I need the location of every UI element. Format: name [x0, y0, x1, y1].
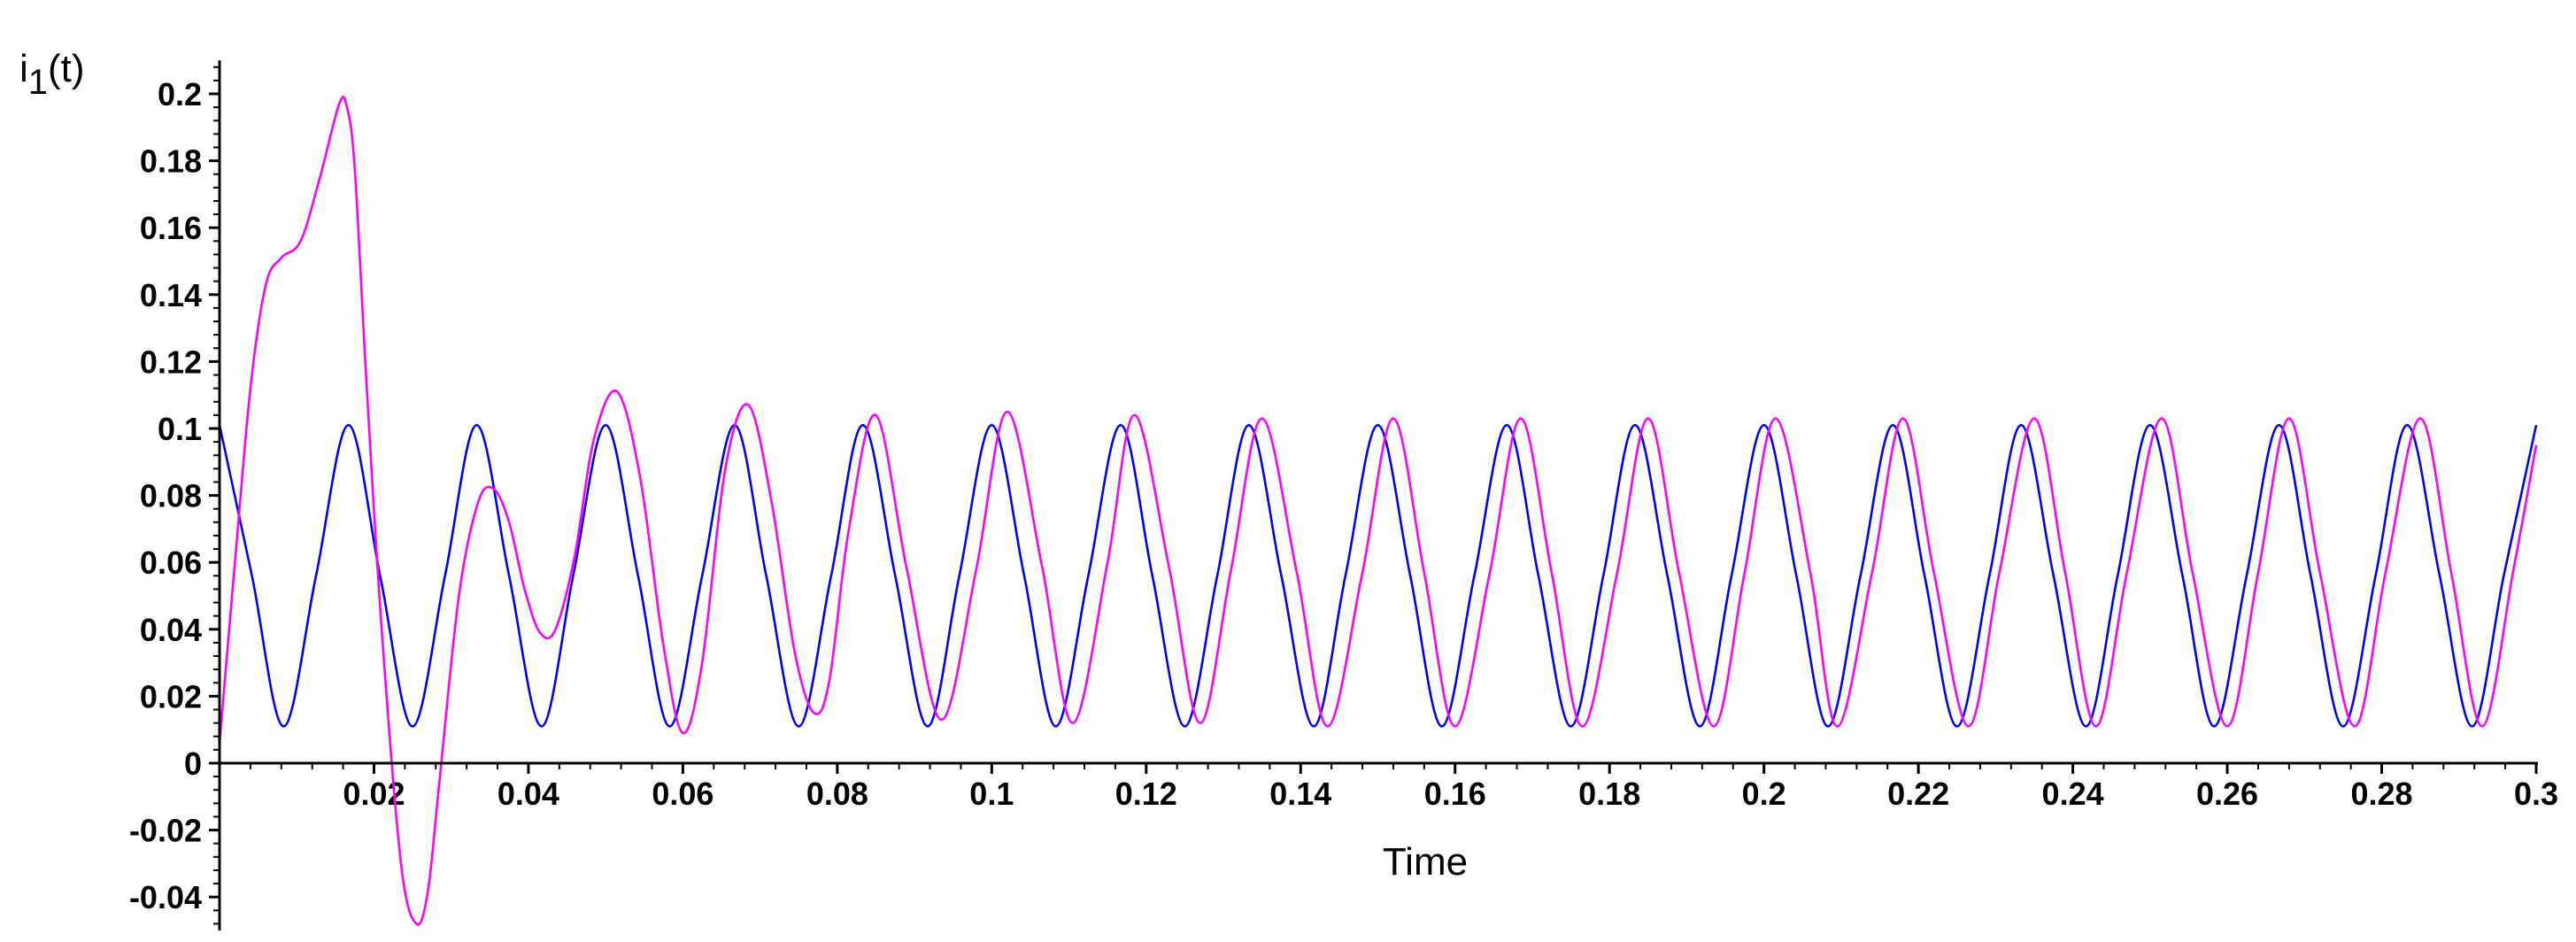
x-tick-label: 0.22 — [1887, 776, 1949, 812]
y-axis-title-main: i — [19, 47, 28, 90]
major-ticks — [209, 92, 2538, 899]
y-tick-label: 0.1 — [158, 411, 202, 447]
series-line-blue — [218, 423, 2538, 728]
x-tick-label: 0.26 — [2196, 776, 2258, 812]
y-axis-title: i1(t) — [19, 47, 85, 102]
x-tick-label: 0.18 — [1578, 776, 1640, 812]
y-tick-label: 0.16 — [140, 210, 202, 246]
y-tick-label: 0 — [184, 745, 202, 782]
tick-labels: 0.02 0.04 0.06 0.08 0.1 0.12 0.14 0.16 0.18 0.2 0.… — [129, 76, 2558, 915]
y-axis-title-suffix: (t) — [48, 47, 85, 90]
x-tick-label: 0.06 — [652, 776, 713, 812]
x-tick-label: 0.08 — [806, 776, 868, 812]
x-tick-label: 0.3 — [2514, 776, 2558, 812]
y-tick-label: -0.04 — [129, 879, 202, 915]
y-tick-label: 0.06 — [140, 544, 202, 581]
x-tick-label: 0.14 — [1269, 776, 1331, 812]
y-tick-label: 0.2 — [158, 76, 202, 112]
y-tick-label: 0.02 — [140, 678, 202, 714]
x-tick-label: 0.28 — [2350, 776, 2412, 812]
x-tick-label: 0.16 — [1424, 776, 1486, 812]
x-axis-title: Time — [1383, 840, 1468, 884]
x-tick-label: 0.1 — [969, 776, 1014, 812]
y-tick-label: 0.04 — [140, 612, 202, 648]
x-tick-label: 0.24 — [2042, 776, 2104, 812]
series-group — [218, 96, 2538, 926]
x-tick-label: 0.04 — [497, 776, 559, 812]
y-tick-label: -0.02 — [129, 813, 202, 849]
x-tick-label: 0.2 — [1742, 776, 1786, 812]
y-tick-label: 0.18 — [140, 143, 202, 180]
y-axis-title-subscript: 1 — [28, 63, 48, 102]
x-tick-label: 0.12 — [1115, 776, 1177, 812]
y-tick-label: 0.12 — [140, 344, 202, 380]
y-tick-label: 0.08 — [140, 478, 202, 514]
series-line-magenta — [218, 96, 2538, 926]
y-tick-label: 0.14 — [140, 277, 202, 313]
